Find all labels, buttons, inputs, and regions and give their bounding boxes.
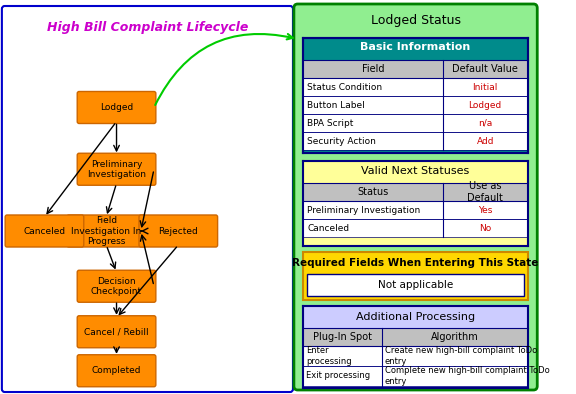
Text: Canceled: Canceled <box>24 227 66 236</box>
Text: Security Action: Security Action <box>307 136 376 145</box>
Text: Not applicable: Not applicable <box>378 280 453 290</box>
Text: No: No <box>479 223 491 232</box>
FancyBboxPatch shape <box>77 316 156 348</box>
FancyBboxPatch shape <box>303 252 528 300</box>
Text: Use as
Default: Use as Default <box>467 181 503 203</box>
FancyBboxPatch shape <box>303 38 528 153</box>
Text: Button Label: Button Label <box>307 100 365 110</box>
Text: Plug-In Spot: Plug-In Spot <box>313 332 372 342</box>
FancyBboxPatch shape <box>2 6 293 392</box>
Text: Required Fields When Entering This State: Required Fields When Entering This State <box>293 258 539 268</box>
Text: Lodged: Lodged <box>469 100 502 110</box>
FancyBboxPatch shape <box>303 96 528 114</box>
Text: Complete new high-bill complaint ToDo
entry: Complete new high-bill complaint ToDo en… <box>385 366 550 386</box>
Text: Create new high-bill complaint ToDo
entry: Create new high-bill complaint ToDo entr… <box>385 346 537 366</box>
Text: Default Value: Default Value <box>452 64 518 74</box>
FancyBboxPatch shape <box>303 306 528 388</box>
Text: Algorithm: Algorithm <box>431 332 479 342</box>
Text: Yes: Yes <box>478 206 492 214</box>
Text: n/a: n/a <box>478 119 492 128</box>
Text: Rejected: Rejected <box>158 227 198 236</box>
Text: Status: Status <box>357 187 389 197</box>
FancyBboxPatch shape <box>77 355 156 387</box>
Text: Cancel / Rebill: Cancel / Rebill <box>84 327 149 336</box>
FancyBboxPatch shape <box>303 366 528 386</box>
FancyBboxPatch shape <box>294 4 537 390</box>
FancyBboxPatch shape <box>303 346 528 366</box>
FancyBboxPatch shape <box>303 78 528 96</box>
Text: Field: Field <box>362 64 384 74</box>
Text: High Bill Complaint Lifecycle: High Bill Complaint Lifecycle <box>47 20 248 33</box>
Text: Preliminary
Investigation: Preliminary Investigation <box>87 160 146 179</box>
Text: Field
Investigation In
Progress: Field Investigation In Progress <box>71 216 141 246</box>
FancyBboxPatch shape <box>77 153 156 185</box>
FancyBboxPatch shape <box>139 215 218 247</box>
FancyBboxPatch shape <box>303 328 528 346</box>
Text: Lodged: Lodged <box>100 103 133 112</box>
FancyBboxPatch shape <box>67 215 146 247</box>
Text: Basic Information: Basic Information <box>361 42 471 52</box>
Text: Valid Next Statuses: Valid Next Statuses <box>362 166 469 176</box>
Text: Add: Add <box>476 136 494 145</box>
Text: Completed: Completed <box>92 366 141 375</box>
FancyBboxPatch shape <box>303 114 528 132</box>
Text: BPA Script: BPA Script <box>307 119 354 128</box>
Text: Lodged Status: Lodged Status <box>370 13 461 26</box>
Text: Canceled: Canceled <box>307 223 349 232</box>
Text: Preliminary Investigation: Preliminary Investigation <box>307 206 420 214</box>
FancyBboxPatch shape <box>5 215 84 247</box>
Text: Enter
processing: Enter processing <box>306 346 352 366</box>
FancyBboxPatch shape <box>77 270 156 302</box>
FancyBboxPatch shape <box>77 91 156 123</box>
Text: Decision
Checkpoint: Decision Checkpoint <box>91 277 142 296</box>
FancyBboxPatch shape <box>303 161 528 246</box>
FancyBboxPatch shape <box>307 274 524 296</box>
FancyBboxPatch shape <box>303 219 528 237</box>
Text: Status Condition: Status Condition <box>307 82 382 91</box>
Text: Initial: Initial <box>472 82 498 91</box>
Text: Additional Processing: Additional Processing <box>356 312 475 322</box>
FancyBboxPatch shape <box>303 201 528 219</box>
FancyBboxPatch shape <box>303 132 528 150</box>
FancyBboxPatch shape <box>303 60 528 78</box>
Text: Exit processing: Exit processing <box>306 372 370 381</box>
FancyBboxPatch shape <box>303 183 528 201</box>
